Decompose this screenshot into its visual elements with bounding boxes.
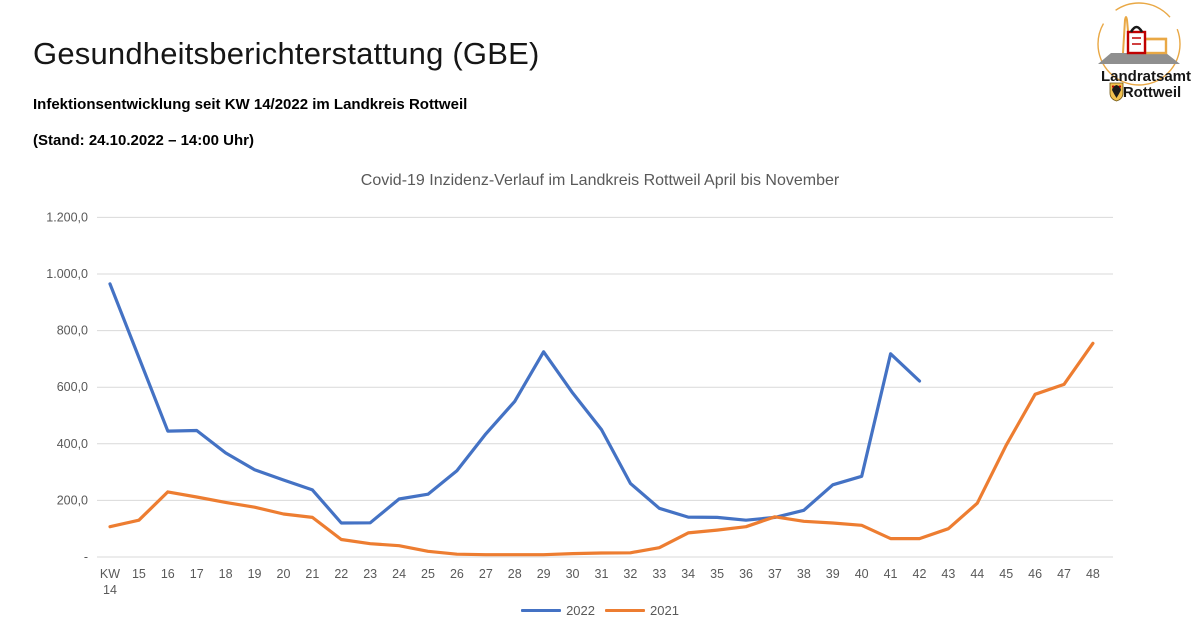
x-tick-label: 16 (161, 567, 175, 581)
x-tick-label: 44 (970, 567, 984, 581)
x-tick-label: 40 (855, 567, 869, 581)
x-tick-label: 37 (768, 567, 782, 581)
series-line-2022 (108, 282, 922, 525)
x-tick-label: 32 (623, 567, 637, 581)
report-header: Gesundheitsberichterstattung (GBE) Infek… (33, 36, 540, 149)
x-tick-label: 33 (652, 567, 666, 581)
y-tick-label: 1.000,0 (46, 267, 88, 281)
logo-text-line2: Rottweil (1123, 84, 1181, 101)
x-tick-label: 22 (334, 567, 348, 581)
x-tick-label: 42 (913, 567, 927, 581)
report-subtitle: Infektionsentwicklung seit KW 14/2022 im… (33, 96, 468, 113)
logo-text-line1: Landratsamt (1101, 68, 1191, 85)
x-tick-label: 25 (421, 567, 435, 581)
x-tick-label: 46 (1028, 567, 1042, 581)
x-tick-label: 23 (363, 567, 377, 581)
logo-skyline (1098, 16, 1180, 64)
x-tick-label: 19 (248, 567, 262, 581)
x-tick-label: 15 (132, 567, 146, 581)
legend-label-2021: 2021 (650, 603, 679, 618)
landratsamt-rottweil-logo: Landratsamt Rottweil (1097, 2, 1191, 102)
x-tick-label: 38 (797, 567, 811, 581)
x-tick-label: 18 (219, 567, 233, 581)
legend-label-2022: 2022 (566, 603, 595, 618)
y-tick-label: 800,0 (57, 324, 88, 338)
x-tick-label: 21 (305, 567, 319, 581)
chart-legend: 2022 2021 (0, 603, 1200, 618)
x-tick-label: 34 (681, 567, 695, 581)
x-tick-label: 17 (190, 567, 204, 581)
x-tick-label: 36 (739, 567, 753, 581)
y-tick-label: 200,0 (57, 493, 88, 507)
x-tick-label: 14 (103, 583, 117, 597)
x-tick-label: 41 (884, 567, 898, 581)
x-tick-label: 31 (595, 567, 609, 581)
x-tick-label: 48 (1086, 567, 1100, 581)
legend-swatch-2021 (605, 609, 645, 612)
legend-item-2021: 2021 (605, 603, 679, 618)
x-tick-label: KW (100, 567, 120, 581)
report-date-stamp: (Stand: 24.10.2022 – 14:00 Uhr) (33, 132, 254, 149)
y-tick-label: 400,0 (57, 437, 88, 451)
y-tick-label: - (84, 550, 88, 564)
legend-item-2022: 2022 (521, 603, 595, 618)
page-title: Gesundheitsberichterstattung (GBE) (33, 36, 540, 71)
x-tick-label: 43 (941, 567, 955, 581)
logo-circle (1097, 2, 1181, 86)
series-line-2021 (108, 341, 1095, 557)
x-tick-label: 20 (277, 567, 291, 581)
x-tick-label: 35 (710, 567, 724, 581)
x-tick-label: 26 (450, 567, 464, 581)
legend-swatch-2022 (521, 609, 562, 612)
logo-coat-of-arms (1109, 82, 1124, 102)
y-tick-label: 600,0 (57, 380, 88, 394)
x-tick-label: 30 (566, 567, 580, 581)
y-tick-label: 1.200,0 (46, 210, 88, 224)
x-tick-label: 47 (1057, 567, 1071, 581)
x-tick-label: 39 (826, 567, 840, 581)
x-tick-label: 28 (508, 567, 522, 581)
x-tick-label: 45 (999, 567, 1013, 581)
x-tick-label: 24 (392, 567, 406, 581)
chart-title: Covid-19 Inzidenz-Verlauf im Landkreis R… (360, 172, 840, 189)
x-tick-label: 27 (479, 567, 493, 581)
x-tick-label: 29 (537, 567, 551, 581)
